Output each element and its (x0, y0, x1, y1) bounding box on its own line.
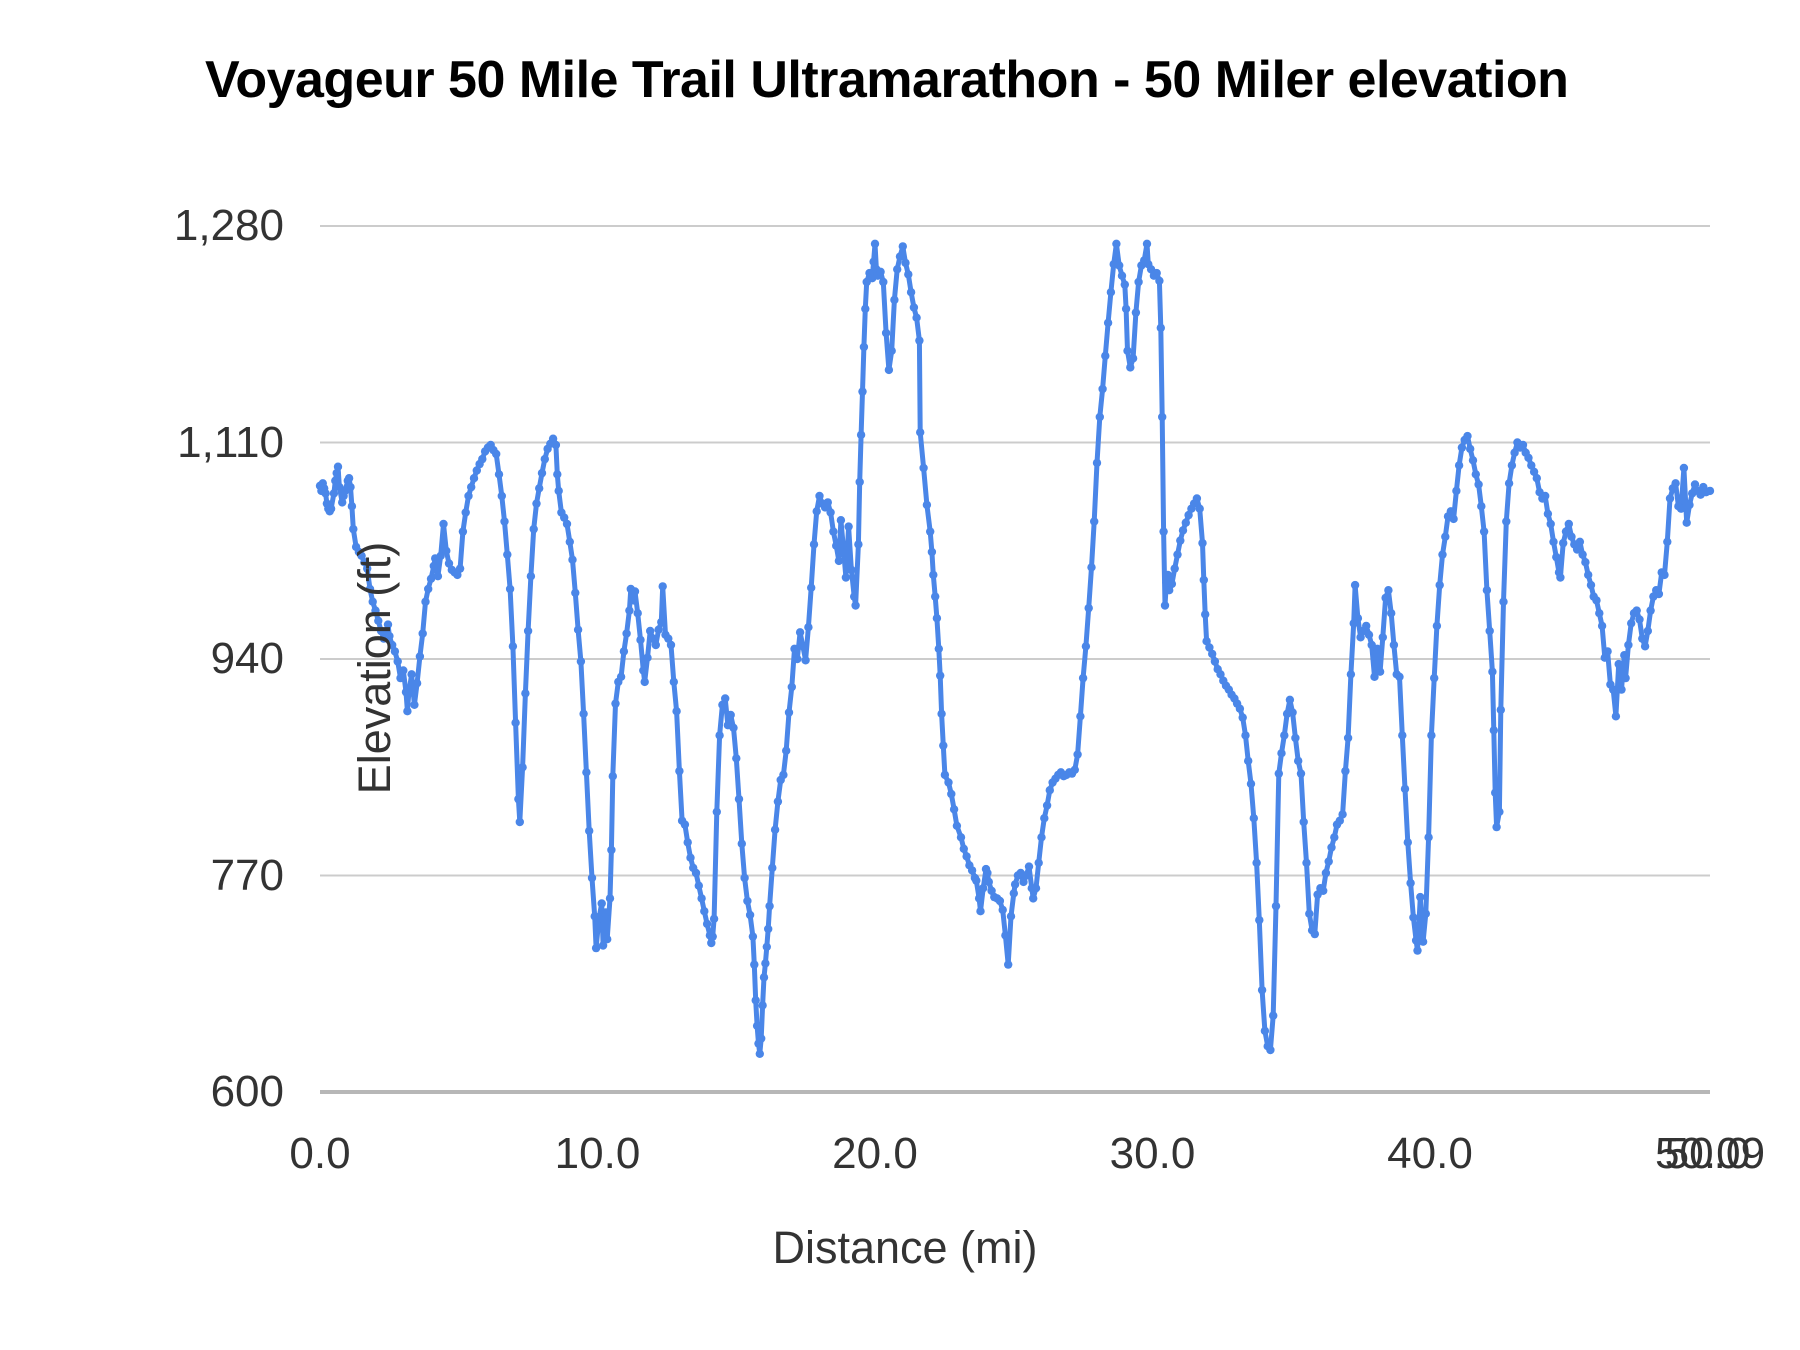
y-axis-tick-label: 770 (210, 850, 284, 900)
x-axis-tick-label: 0.0 (289, 1129, 351, 1178)
y-axis-tick-label: 1,110 (177, 417, 284, 467)
x-axis-tick-label: 40.0 (1387, 1129, 1473, 1178)
x-axis-tick-label: 20.0 (832, 1129, 918, 1178)
x-axis-tick-label: 30.0 (1109, 1129, 1196, 1178)
y-axis-title: Elevation (ft) (349, 541, 400, 795)
y-axis-tick-label: 1,280 (173, 201, 284, 250)
chart-title: Voyageur 50 Mile Trail Ultramarathon - 5… (205, 51, 1569, 109)
elevation-series-line (315, 239, 1715, 1059)
x-axis-tick-label: 50.09 (1654, 1129, 1766, 1178)
y-axis-tick-label: 600 (210, 1067, 284, 1116)
x-axis-tick-label: 10.0 (554, 1129, 641, 1178)
x-axis-tick-label: 50.0 (1664, 1129, 1751, 1178)
x-axis-title: Distance (mi) (772, 1222, 1038, 1273)
y-axis-tick-label: 940 (210, 634, 284, 683)
